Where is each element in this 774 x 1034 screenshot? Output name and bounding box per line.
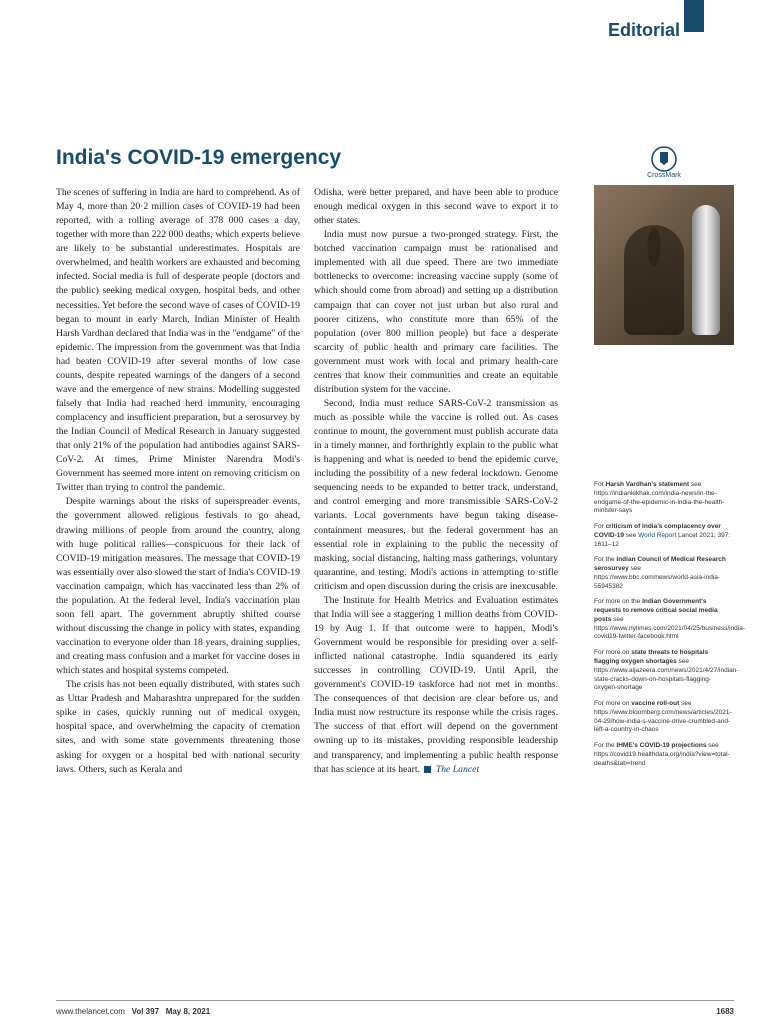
reference-item: For criticism of India's complacency ove…	[594, 523, 734, 549]
reference-item: For more on vaccine roll-out see https:/…	[594, 700, 734, 735]
header-bar: Editorial	[0, 0, 774, 46]
sidebar: CrossMark Prakash Singh/Getty Images For…	[594, 146, 734, 775]
paragraph: India must now pursue a two-pronged stra…	[314, 228, 558, 397]
paragraph: Second, India must reduce SARS-CoV-2 tra…	[314, 397, 558, 594]
paragraph: The crisis has not been equally distribu…	[56, 678, 300, 776]
column-1: The scenes of suffering in India are har…	[56, 186, 300, 777]
paragraph: The scenes of suffering in India are har…	[56, 186, 300, 495]
paragraph: Odisha, were better prepared, and have b…	[314, 186, 558, 228]
column-2: Odisha, were better prepared, and have b…	[314, 186, 558, 777]
footer-vol: Vol 397	[132, 1007, 159, 1016]
sidebar-photo: Prakash Singh/Getty Images	[594, 185, 734, 345]
footer-site: www.thelancet.com	[56, 1007, 125, 1016]
reference-list: For Harsh Vardhan's statement see https:…	[594, 481, 734, 768]
footer-citation: www.thelancet.com Vol 397 May 8, 2021	[56, 1007, 210, 1016]
crossmark-icon	[651, 146, 677, 172]
crossmark-label: CrossMark	[594, 172, 734, 179]
header-accent	[684, 0, 704, 32]
footer-page: 1683	[716, 1007, 734, 1016]
reference-item: For more on the Indian Government's requ…	[594, 598, 734, 642]
signoff-square	[424, 766, 431, 773]
paragraph: Despite warnings about the risks of supe…	[56, 495, 300, 678]
reference-item: For Harsh Vardhan's statement see https:…	[594, 481, 734, 516]
photo-figure	[624, 225, 684, 335]
section-label: Editorial	[608, 20, 680, 41]
reference-item: For the IHME's COVID-19 projections see …	[594, 742, 734, 768]
page-footer: www.thelancet.com Vol 397 May 8, 2021 16…	[56, 1000, 734, 1016]
signoff: The Lancet	[433, 764, 479, 775]
reference-item: For the Indian Council of Medical Resear…	[594, 556, 734, 591]
crossmark-badge[interactable]: CrossMark	[594, 146, 734, 179]
paragraph: The Institute for Health Metrics and Eva…	[314, 594, 558, 777]
footer-date: May 8, 2021	[166, 1007, 210, 1016]
photo-cylinder	[692, 205, 720, 335]
reference-item: For more on state threats to hospitals f…	[594, 649, 734, 693]
